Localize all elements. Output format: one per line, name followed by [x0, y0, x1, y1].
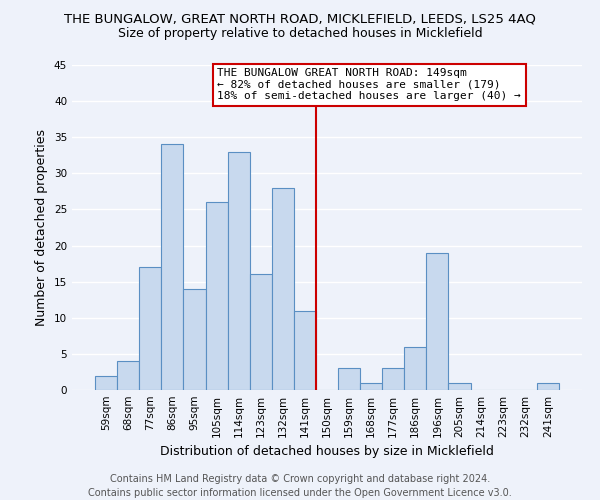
Bar — [139, 267, 161, 390]
X-axis label: Distribution of detached houses by size in Micklefield: Distribution of detached houses by size … — [160, 446, 494, 458]
Bar — [206, 202, 227, 390]
Text: THE BUNGALOW GREAT NORTH ROAD: 149sqm
← 82% of detached houses are smaller (179): THE BUNGALOW GREAT NORTH ROAD: 149sqm ← … — [217, 68, 521, 102]
Bar — [294, 310, 316, 390]
Bar — [117, 361, 139, 390]
Bar — [250, 274, 272, 390]
Bar — [537, 383, 559, 390]
Bar — [95, 376, 117, 390]
Text: Size of property relative to detached houses in Micklefield: Size of property relative to detached ho… — [118, 28, 482, 40]
Bar — [184, 289, 206, 390]
Bar — [382, 368, 404, 390]
Bar — [272, 188, 294, 390]
Text: Contains HM Land Registry data © Crown copyright and database right 2024.
Contai: Contains HM Land Registry data © Crown c… — [88, 474, 512, 498]
Bar — [338, 368, 360, 390]
Bar — [360, 383, 382, 390]
Bar — [448, 383, 470, 390]
Y-axis label: Number of detached properties: Number of detached properties — [35, 129, 49, 326]
Bar — [227, 152, 250, 390]
Bar — [161, 144, 184, 390]
Text: THE BUNGALOW, GREAT NORTH ROAD, MICKLEFIELD, LEEDS, LS25 4AQ: THE BUNGALOW, GREAT NORTH ROAD, MICKLEFI… — [64, 12, 536, 26]
Bar — [404, 346, 427, 390]
Bar — [427, 253, 448, 390]
